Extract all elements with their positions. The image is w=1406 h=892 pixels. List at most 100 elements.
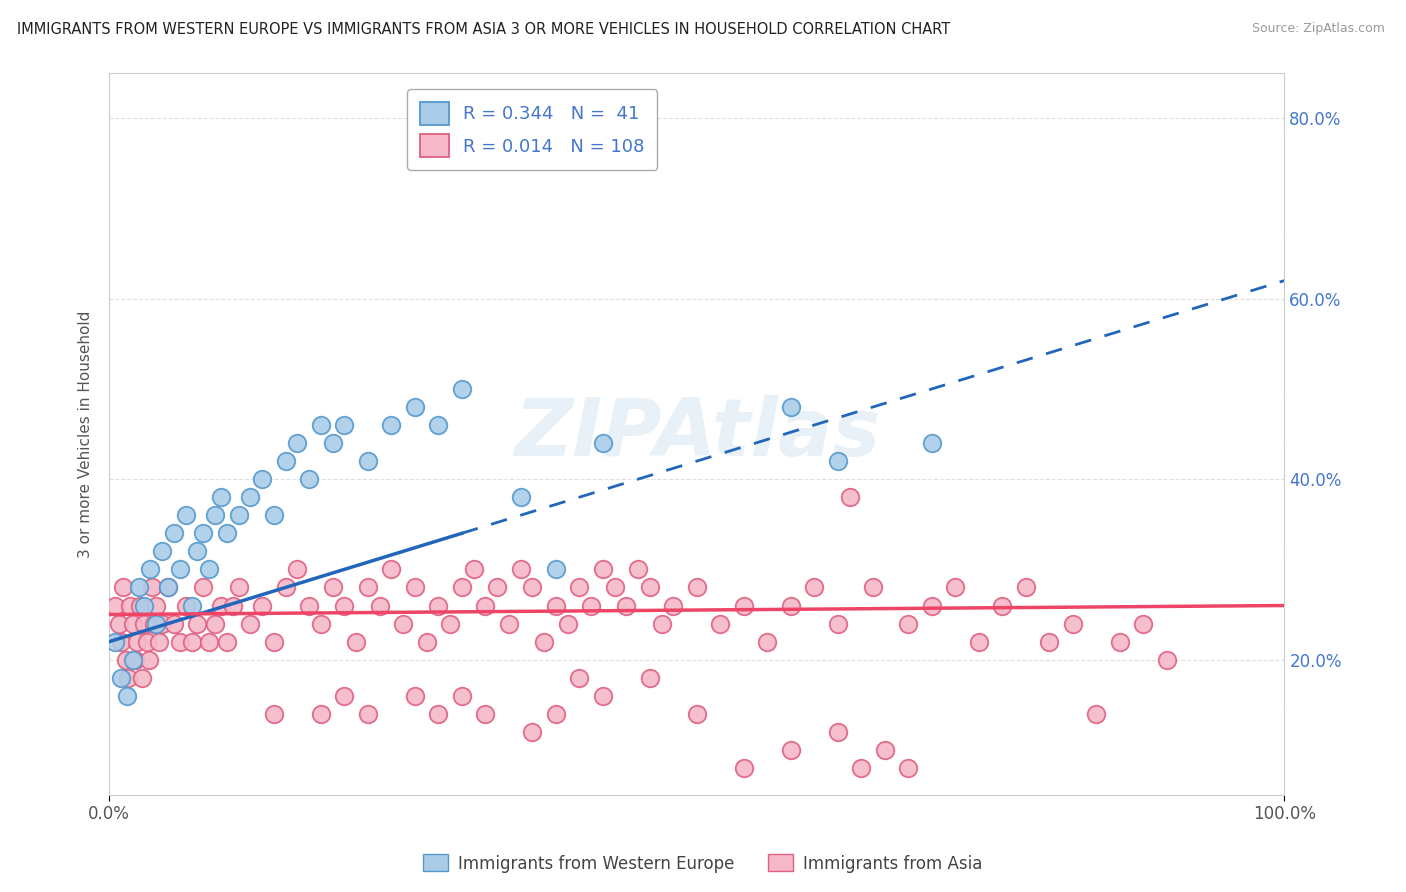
Point (368, 599, 391, 613)
Point (309, 616, 332, 631)
Point (263, 634, 285, 648)
Point (309, 706, 332, 721)
Point (838, 490, 860, 504)
Point (779, 400, 801, 414)
Point (779, 599, 801, 613)
Point (498, 616, 520, 631)
Point (474, 706, 496, 721)
Point (474, 599, 496, 613)
Point (114, 653, 136, 667)
Point (142, 616, 165, 631)
Point (228, 581, 250, 595)
Legend: R = 0.344   N =  41, R = 0.014   N = 108: R = 0.344 N = 41, R = 0.014 N = 108 (408, 89, 657, 170)
Point (163, 616, 186, 631)
Legend: Immigrants from Western Europe, Immigrants from Asia: Immigrants from Western Europe, Immigran… (416, 847, 990, 880)
Point (150, 544, 173, 558)
Point (150, 616, 173, 631)
Y-axis label: 3 or more Vehicles in Household: 3 or more Vehicles in Household (79, 310, 93, 558)
Point (357, 581, 380, 595)
Point (603, 581, 626, 595)
Point (686, 706, 709, 721)
Point (145, 599, 167, 613)
Point (134, 599, 156, 613)
Point (509, 562, 531, 576)
Point (110, 671, 132, 685)
Point (733, 761, 755, 775)
Point (128, 581, 150, 595)
Point (215, 526, 238, 541)
Point (427, 417, 450, 432)
Point (250, 472, 273, 486)
Point (1038, 634, 1060, 648)
Point (107, 616, 129, 631)
Point (827, 724, 849, 739)
Point (522, 724, 544, 739)
Point (239, 616, 262, 631)
Point (239, 490, 262, 504)
Point (991, 599, 1014, 613)
Point (544, 562, 567, 576)
Point (1156, 653, 1178, 667)
Point (404, 689, 426, 703)
Point (180, 634, 202, 648)
Point (298, 599, 321, 613)
Point (1015, 581, 1038, 595)
Point (221, 599, 243, 613)
Point (333, 417, 356, 432)
Point (104, 634, 127, 648)
Point (174, 508, 197, 523)
Point (138, 653, 160, 667)
Point (215, 634, 238, 648)
Point (120, 599, 142, 613)
Point (124, 653, 146, 667)
Point (380, 417, 402, 432)
Point (638, 671, 661, 685)
Point (141, 581, 163, 595)
Point (357, 706, 380, 721)
Point (544, 599, 567, 613)
Point (186, 616, 208, 631)
Point (169, 634, 191, 648)
Point (851, 761, 873, 775)
Point (128, 599, 150, 613)
Point (579, 599, 602, 613)
Point (897, 616, 920, 631)
Point (139, 562, 162, 576)
Point (557, 616, 579, 631)
Point (112, 581, 135, 595)
Point (427, 599, 450, 613)
Point (169, 562, 191, 576)
Point (274, 581, 297, 595)
Point (427, 706, 450, 721)
Point (193, 581, 215, 595)
Point (274, 454, 297, 468)
Point (404, 581, 426, 595)
Point (921, 599, 943, 613)
Point (333, 599, 356, 613)
Point (309, 417, 332, 432)
Point (592, 689, 614, 703)
Point (486, 581, 509, 595)
Point (943, 581, 966, 595)
Point (686, 581, 709, 595)
Point (209, 599, 232, 613)
Point (186, 544, 208, 558)
Point (344, 634, 367, 648)
Point (204, 616, 226, 631)
Point (380, 562, 402, 576)
Point (121, 653, 143, 667)
Point (463, 562, 485, 576)
Point (709, 616, 731, 631)
Point (439, 616, 461, 631)
Point (533, 634, 555, 648)
Point (121, 616, 143, 631)
Point (193, 526, 215, 541)
Point (1132, 616, 1154, 631)
Point (568, 671, 591, 685)
Point (827, 454, 849, 468)
Point (803, 581, 825, 595)
Point (333, 689, 356, 703)
Text: IMMIGRANTS FROM WESTERN EUROPE VS IMMIGRANTS FROM ASIA 3 OR MORE VEHICLES IN HOU: IMMIGRANTS FROM WESTERN EUROPE VS IMMIGR… (17, 22, 950, 37)
Point (638, 581, 661, 595)
Text: ZIPAtlas: ZIPAtlas (513, 395, 880, 473)
